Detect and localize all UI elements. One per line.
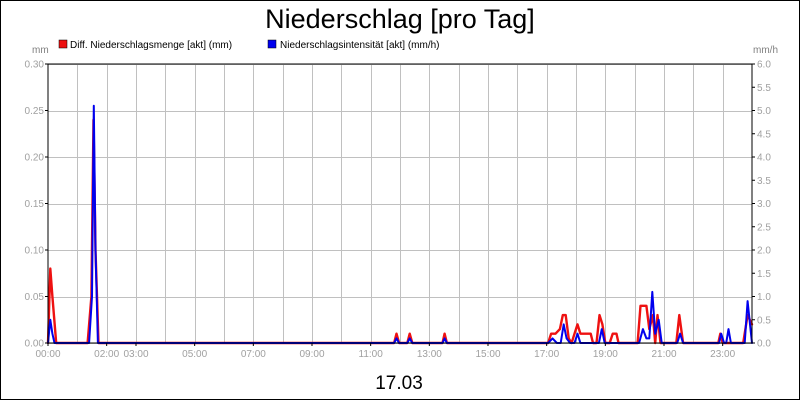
x-tick-label: 03:00 <box>123 349 148 360</box>
x-tick-label: 09:00 <box>299 349 324 360</box>
grid-layer <box>48 64 752 344</box>
x-tick-label: 02:00 <box>94 349 119 360</box>
y-right-tick-label: 0.5 <box>757 315 771 326</box>
date-label: 17.03 <box>375 373 423 394</box>
x-tick-label: 15:00 <box>475 349 500 360</box>
y-right-tick-label: 4.5 <box>757 129 771 140</box>
y-left-tick-label: 0.05 <box>25 292 45 303</box>
right-axis-unit: mm/h <box>753 45 778 56</box>
y-left-tick-label: 0.10 <box>25 246 45 257</box>
ticks-layer: 0.00 0.05 0.10 0.15 0.20 0.25 0.30 0.0 0.5 1.0 1.5… <box>25 60 772 361</box>
legend-label-mmh: Niederschlagsintensität [akt] (mm/h) <box>280 40 440 51</box>
y-left-tick-label: 0.30 <box>25 60 45 71</box>
y-right-tick-label: 4.0 <box>757 153 771 164</box>
left-axis-unit: mm <box>32 45 49 56</box>
x-tick-label: 11:00 <box>359 349 384 360</box>
chart-title: Niederschlag [pro Tag] <box>265 4 535 34</box>
x-tick-label: 00:00 <box>35 349 60 360</box>
y-right-tick-label: 1.0 <box>757 292 771 303</box>
x-tick-label: 21:00 <box>651 349 676 360</box>
y-right-tick-label: 6.0 <box>757 60 771 71</box>
y-right-tick-label: 2.5 <box>757 222 771 233</box>
legend-swatch-mm <box>58 39 68 49</box>
y-left-tick-label: 0.20 <box>25 153 45 164</box>
y-right-tick-label: 2.0 <box>757 246 771 257</box>
y-left-tick-label: 0.00 <box>25 339 45 350</box>
y-right-tick-label: 5.0 <box>757 106 771 117</box>
y-right-tick-label: 3.0 <box>757 199 771 210</box>
y-right-tick-label: 5.5 <box>757 83 771 94</box>
x-tick-label: 05:00 <box>182 349 207 360</box>
x-tick-label: 13:00 <box>417 349 442 360</box>
legend-label-mm: Diff. Niederschlagsmenge [akt] (mm) <box>70 40 232 51</box>
y-left-tick-label: 0.15 <box>25 199 45 210</box>
x-tick-label: 23:00 <box>710 349 735 360</box>
x-tick-label: 19:00 <box>593 349 618 360</box>
legend-swatch-mmh <box>267 39 277 49</box>
y-right-tick-label: 0.0 <box>757 339 771 350</box>
y-right-tick-label: 1.5 <box>757 269 771 280</box>
y-right-tick-label: 3.5 <box>757 176 771 187</box>
x-tick-label: 17:00 <box>534 349 559 360</box>
y-left-tick-label: 0.25 <box>25 106 45 117</box>
x-tick-label: 07:00 <box>241 349 266 360</box>
